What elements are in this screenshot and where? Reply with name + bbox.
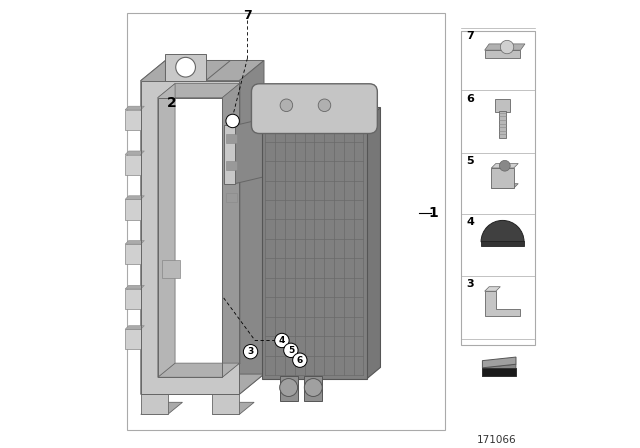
Text: 7: 7 (467, 31, 474, 41)
Bar (141, 81, 239, 394)
Polygon shape (125, 151, 145, 155)
Bar (224, 125, 235, 184)
Text: 1: 1 (428, 206, 438, 220)
Polygon shape (492, 164, 518, 168)
Bar (141, 81, 239, 394)
Polygon shape (125, 241, 145, 244)
Text: 171066: 171066 (477, 435, 516, 445)
Polygon shape (125, 289, 141, 309)
Polygon shape (484, 44, 525, 50)
Text: 6: 6 (467, 94, 474, 103)
Circle shape (280, 99, 292, 112)
Polygon shape (483, 357, 516, 368)
Bar (262, 119, 367, 379)
Text: 5: 5 (467, 156, 474, 166)
Polygon shape (484, 291, 520, 316)
Polygon shape (125, 285, 145, 289)
Circle shape (500, 40, 514, 54)
Circle shape (318, 99, 331, 112)
Polygon shape (212, 402, 254, 414)
Text: 3: 3 (467, 280, 474, 289)
Polygon shape (158, 84, 239, 98)
Polygon shape (125, 106, 145, 110)
Circle shape (499, 160, 510, 171)
Bar (212, 394, 239, 414)
Bar (483, 368, 516, 376)
Text: 4: 4 (467, 217, 474, 227)
Polygon shape (222, 84, 239, 377)
Polygon shape (262, 108, 380, 119)
Polygon shape (235, 116, 278, 184)
Bar (163, 260, 180, 278)
Circle shape (275, 333, 289, 348)
Text: 2: 2 (166, 96, 176, 110)
Circle shape (243, 345, 258, 359)
Bar (499, 111, 506, 138)
Polygon shape (125, 196, 145, 199)
Polygon shape (367, 108, 380, 379)
Bar (158, 98, 222, 377)
Bar (158, 98, 222, 377)
Bar (495, 99, 509, 112)
Bar (484, 50, 520, 58)
Polygon shape (484, 287, 500, 291)
Circle shape (292, 353, 307, 367)
Circle shape (176, 57, 195, 77)
Bar (226, 134, 237, 143)
Wedge shape (481, 220, 524, 242)
Circle shape (284, 343, 298, 358)
Bar (226, 193, 237, 202)
Polygon shape (125, 329, 141, 349)
Polygon shape (158, 84, 175, 377)
Bar (305, 376, 323, 401)
Polygon shape (125, 155, 141, 175)
Circle shape (305, 379, 323, 396)
Polygon shape (125, 199, 141, 220)
Bar (165, 54, 206, 81)
Polygon shape (125, 110, 141, 130)
Circle shape (226, 114, 239, 128)
Polygon shape (141, 402, 182, 414)
Polygon shape (158, 363, 239, 377)
Polygon shape (239, 60, 264, 394)
Polygon shape (165, 60, 230, 81)
Bar (127, 13, 445, 430)
Polygon shape (492, 184, 518, 188)
Text: 6: 6 (297, 356, 303, 365)
Polygon shape (483, 364, 516, 376)
Text: 3: 3 (248, 347, 253, 356)
Circle shape (280, 379, 298, 396)
Bar (492, 168, 514, 188)
Polygon shape (141, 60, 264, 81)
Text: 7: 7 (243, 9, 252, 22)
Polygon shape (141, 60, 165, 394)
Bar (481, 241, 524, 246)
Bar (226, 161, 237, 170)
Polygon shape (125, 326, 145, 329)
Bar (141, 394, 168, 414)
FancyBboxPatch shape (252, 84, 378, 134)
Bar (280, 376, 298, 401)
Bar (175, 84, 239, 363)
Text: 5: 5 (288, 346, 294, 355)
Polygon shape (125, 244, 141, 264)
Polygon shape (141, 374, 264, 394)
Text: 4: 4 (279, 336, 285, 345)
Bar (461, 31, 535, 345)
